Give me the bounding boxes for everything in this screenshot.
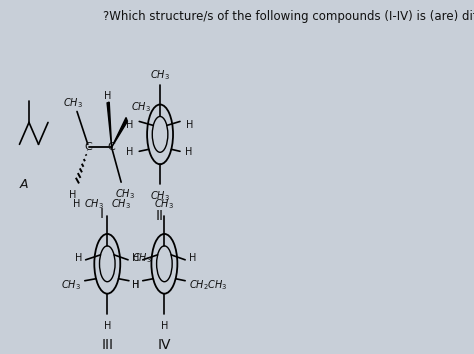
Text: $CH_3$: $CH_3$	[62, 278, 82, 292]
Text: C: C	[85, 142, 92, 152]
Text: C: C	[108, 142, 116, 152]
Text: H: H	[132, 280, 140, 290]
Text: H: H	[73, 199, 81, 209]
Text: $CH_2CH_3$: $CH_2CH_3$	[189, 278, 228, 292]
Text: $CH_3$: $CH_3$	[150, 68, 170, 81]
Text: H: H	[161, 320, 168, 331]
Text: H: H	[185, 147, 192, 157]
Polygon shape	[107, 102, 111, 147]
Text: IV: IV	[158, 338, 171, 353]
Text: H: H	[186, 120, 193, 130]
Text: $CH_3$: $CH_3$	[84, 197, 104, 211]
Text: H: H	[132, 280, 139, 290]
Text: H: H	[104, 320, 111, 331]
Text: $CH_3$: $CH_3$	[131, 252, 151, 265]
Text: $CH_3$: $CH_3$	[131, 101, 151, 114]
Text: H: H	[69, 190, 76, 200]
Text: H: H	[189, 253, 196, 263]
Text: H: H	[104, 91, 111, 101]
Text: H: H	[75, 253, 82, 263]
Text: II: II	[156, 209, 164, 223]
Text: H: H	[132, 253, 139, 263]
Text: H: H	[126, 147, 133, 157]
Text: $CH_3$: $CH_3$	[63, 97, 82, 110]
Text: H: H	[126, 120, 133, 130]
Text: $CH_3$: $CH_3$	[155, 197, 174, 211]
Text: I: I	[100, 207, 104, 221]
Polygon shape	[111, 118, 128, 147]
Text: III: III	[101, 338, 113, 353]
Text: $CH_3$: $CH_3$	[111, 197, 131, 211]
Text: A: A	[19, 178, 28, 191]
Text: ?Which structure/s of the following compounds (I-IV) is (are) different from A: ?Which structure/s of the following comp…	[102, 10, 474, 23]
Text: $CH_3$: $CH_3$	[150, 189, 170, 203]
Text: $CH_3$: $CH_3$	[115, 187, 135, 201]
